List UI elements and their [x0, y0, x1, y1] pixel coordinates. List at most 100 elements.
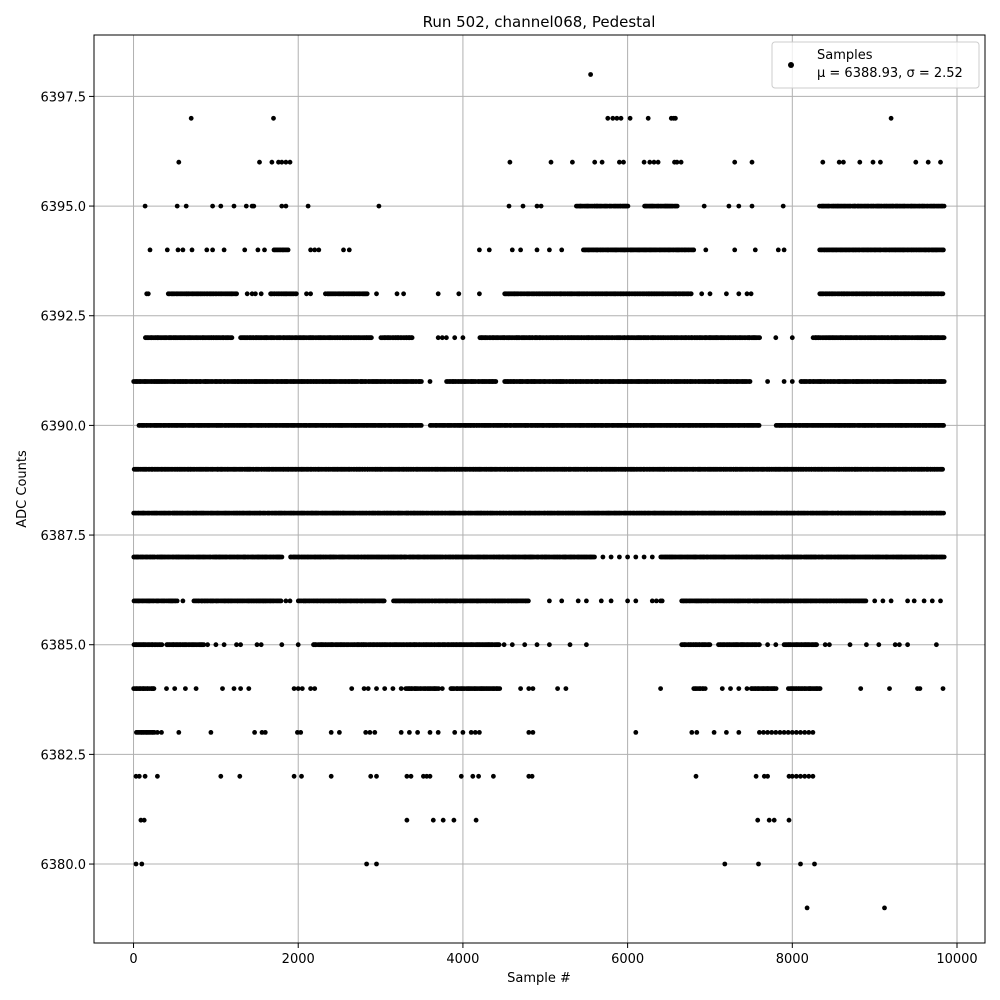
- data-point: [244, 291, 250, 297]
- data-point: [736, 203, 742, 209]
- data-point: [938, 598, 943, 604]
- data-point: [781, 379, 787, 384]
- data-point: [617, 554, 622, 560]
- data-point: [234, 291, 240, 297]
- data-point: [394, 291, 400, 297]
- data-point: [427, 379, 433, 384]
- data-point: [506, 203, 512, 209]
- data-point: [486, 247, 492, 253]
- data-point: [773, 335, 779, 341]
- data-point: [308, 247, 313, 253]
- sample-points: [131, 72, 947, 911]
- data-point: [765, 379, 770, 384]
- data-point: [419, 379, 424, 384]
- data-point: [780, 203, 786, 209]
- data-point: [145, 291, 151, 297]
- data-point: [756, 423, 762, 428]
- data-point: [369, 335, 374, 341]
- data-point: [278, 598, 284, 604]
- data-point: [210, 247, 216, 253]
- data-point: [921, 598, 927, 604]
- data-point: [381, 598, 387, 604]
- data-point: [872, 598, 878, 604]
- data-point: [231, 203, 237, 209]
- data-point: [691, 247, 697, 253]
- data-point: [180, 598, 186, 604]
- data-point: [255, 247, 261, 253]
- data-point: [888, 598, 894, 604]
- data-point: [243, 203, 249, 209]
- data-point: [418, 423, 424, 428]
- data-point: [374, 291, 379, 297]
- data-point: [249, 291, 255, 297]
- data-point: [608, 554, 614, 560]
- data-point: [147, 247, 153, 253]
- data-point: [242, 247, 248, 253]
- data-point: [435, 291, 441, 297]
- data-point: [175, 247, 181, 253]
- data-point: [905, 598, 910, 604]
- data-point: [547, 247, 552, 253]
- data-point: [575, 598, 581, 604]
- data-point: [929, 598, 935, 604]
- data-point: [435, 335, 441, 341]
- data-point: [703, 247, 709, 253]
- data-point: [262, 247, 267, 253]
- data-point: [625, 598, 630, 604]
- data-point: [534, 203, 540, 209]
- data-point: [701, 203, 707, 209]
- data-point: [229, 335, 235, 341]
- data-point: [174, 598, 180, 604]
- data-point: [304, 291, 309, 297]
- data-point: [279, 554, 285, 560]
- data-point: [941, 510, 946, 516]
- data-point: [493, 379, 499, 384]
- data-point: [559, 247, 565, 253]
- data-point: [592, 554, 597, 560]
- data-point: [174, 203, 180, 209]
- data-point: [308, 291, 313, 297]
- data-point: [341, 247, 346, 253]
- data-point: [364, 291, 370, 297]
- data-point: [559, 598, 565, 604]
- data-point: [285, 247, 291, 253]
- data-point: [941, 379, 947, 384]
- data-point: [452, 335, 458, 341]
- data-point: [294, 291, 299, 297]
- data-point: [649, 554, 655, 560]
- data-point: [633, 598, 639, 604]
- data-point: [699, 291, 705, 297]
- data-point: [183, 203, 189, 209]
- data-point: [221, 247, 227, 253]
- data-point: [863, 598, 869, 604]
- data-point: [654, 598, 659, 604]
- data-point: [283, 598, 289, 604]
- data-point: [312, 247, 318, 253]
- data-point: [444, 335, 449, 341]
- data-point: [509, 247, 515, 253]
- y-axis-label: ADC Counts: [15, 450, 30, 528]
- data-point: [911, 598, 917, 604]
- grid-lines: [94, 35, 985, 943]
- data-point: [940, 291, 946, 297]
- data-point: [941, 203, 947, 209]
- data-point: [142, 203, 148, 209]
- data-point: [376, 203, 382, 209]
- data-point: [941, 247, 946, 253]
- data-point: [726, 203, 732, 209]
- data-point: [518, 247, 523, 253]
- data-point: [189, 247, 195, 253]
- data-point: [210, 203, 216, 209]
- data-point: [409, 335, 415, 341]
- data-point: [600, 554, 606, 560]
- data-point: [180, 247, 186, 253]
- data-point: [584, 598, 589, 604]
- data-point: [460, 335, 466, 341]
- data-point: [941, 423, 946, 428]
- data-point: [164, 247, 170, 253]
- data-point: [439, 335, 445, 341]
- data-point: [688, 291, 694, 297]
- data-point: [316, 247, 322, 253]
- data-point: [283, 203, 289, 209]
